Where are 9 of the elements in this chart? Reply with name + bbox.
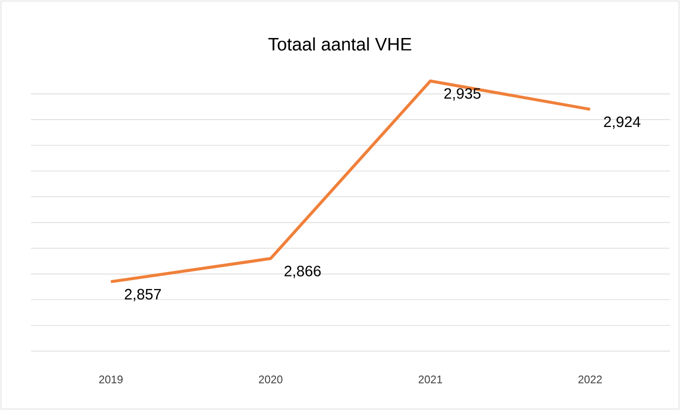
data-label: 2,857	[124, 288, 161, 302]
x-tick-label: 2021	[418, 376, 442, 384]
x-tick-label: 2019	[99, 376, 123, 384]
chart-title: Totaal aantal VHE	[268, 37, 412, 51]
data-label: 2,935	[444, 88, 480, 101]
data-label: 2,866	[284, 266, 321, 278]
data-label: 2,924	[604, 116, 640, 129]
x-tick-label: 2022	[578, 376, 602, 384]
x-tick-label: 2020	[258, 376, 282, 384]
